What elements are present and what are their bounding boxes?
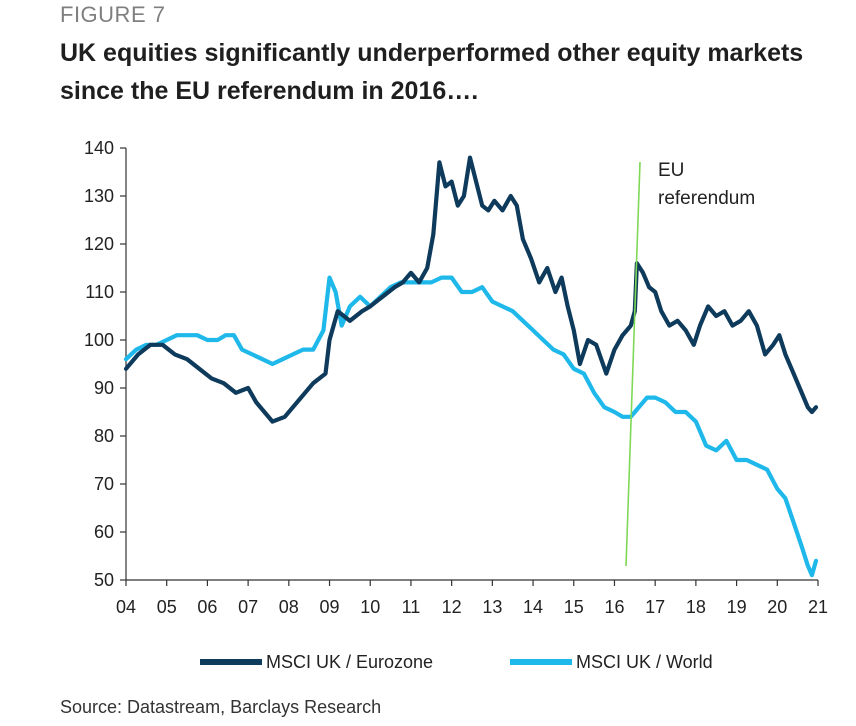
legend-label: MSCI UK / Eurozone bbox=[266, 652, 433, 672]
legend-label: MSCI UK / World bbox=[576, 652, 713, 672]
figure-label: FIGURE 7 bbox=[60, 2, 166, 27]
x-tick-label: 21 bbox=[808, 597, 828, 617]
chart-series bbox=[123, 155, 819, 578]
y-tick-label: 140 bbox=[84, 138, 114, 158]
y-tick-label: 120 bbox=[84, 234, 114, 254]
y-tick-label: 70 bbox=[94, 474, 114, 494]
x-tick-label: 08 bbox=[279, 597, 299, 617]
chart-title: UK equities significantly underperformed… bbox=[60, 39, 804, 105]
x-tick-label: 17 bbox=[645, 597, 665, 617]
referendum-line bbox=[625, 161, 641, 567]
x-tick-label: 09 bbox=[320, 597, 340, 617]
y-tick-label: 130 bbox=[84, 186, 114, 206]
x-tick-label: 16 bbox=[604, 597, 624, 617]
y-tick-label: 50 bbox=[94, 570, 114, 590]
x-tick-label: 04 bbox=[116, 597, 136, 617]
chart-legend: MSCI UK / Eurozone MSCI UK / World bbox=[200, 652, 713, 672]
referendum-annotation: EU referendum bbox=[625, 160, 755, 567]
x-tick-label: 06 bbox=[197, 597, 217, 617]
x-tick-label: 18 bbox=[686, 597, 706, 617]
referendum-label: referendum bbox=[658, 188, 755, 209]
y-tick-label: 100 bbox=[84, 330, 114, 350]
y-tick-label: 80 bbox=[94, 426, 114, 446]
x-tick-label: 20 bbox=[767, 597, 787, 617]
series-line-uk-eurozone bbox=[123, 155, 819, 424]
y-tick-label: 110 bbox=[85, 282, 114, 302]
referendum-label: EU bbox=[658, 160, 684, 181]
x-tick-label: 12 bbox=[442, 597, 462, 617]
x-tick-label: 19 bbox=[727, 597, 747, 617]
series-line-uk-world bbox=[123, 275, 819, 578]
x-tick-label: 10 bbox=[360, 597, 380, 617]
x-tick-label: 05 bbox=[157, 597, 177, 617]
x-tick-label: 13 bbox=[482, 597, 502, 617]
x-tick-label: 11 bbox=[402, 597, 421, 617]
chart-axes: 50 60 70 80 90 100 110 120 130 140 04 05 06 07 08 09 10 1… bbox=[84, 138, 828, 617]
y-tick-label: 60 bbox=[94, 522, 114, 542]
x-tick-label: 07 bbox=[238, 597, 258, 617]
y-tick-label: 90 bbox=[94, 378, 114, 398]
x-tick-label: 14 bbox=[523, 597, 543, 617]
x-tick-label: 15 bbox=[564, 597, 584, 617]
line-chart: 50 60 70 80 90 100 110 120 130 140 04 05 06 07 08 09 10 1… bbox=[84, 138, 828, 672]
source-note: Source: Datastream, Barclays Research bbox=[60, 697, 382, 717]
